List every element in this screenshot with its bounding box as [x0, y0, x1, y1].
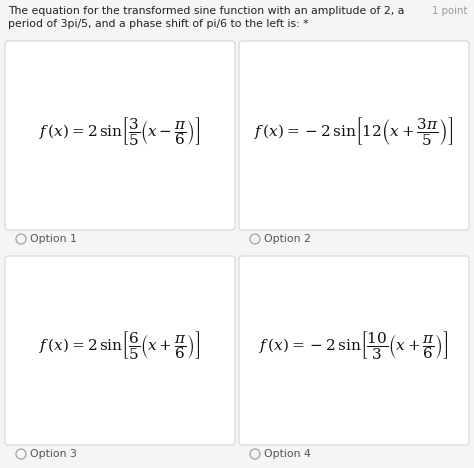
Text: Option 3: Option 3 [30, 449, 77, 459]
Text: $\mathit{f}\,(x) = 2\,\sin\!\left[\dfrac{3}{5}\left(x - \dfrac{\pi}{6}\right)\ri: $\mathit{f}\,(x) = 2\,\sin\!\left[\dfrac… [39, 115, 201, 146]
Text: Option 1: Option 1 [30, 234, 77, 244]
Text: period of 3pi/5, and a phase shift of pi/6 to the left is: *: period of 3pi/5, and a phase shift of pi… [8, 19, 309, 29]
Text: $\mathit{f}\,(x) = -2\,\sin\!\left[\dfrac{10}{3}\left(x + \dfrac{\pi}{6}\right)\: $\mathit{f}\,(x) = -2\,\sin\!\left[\dfra… [259, 329, 449, 361]
Text: Option 2: Option 2 [264, 234, 311, 244]
Text: $\mathit{f}\,(x) = 2\,\sin\!\left[\dfrac{6}{5}\left(x + \dfrac{\pi}{6}\right)\ri: $\mathit{f}\,(x) = 2\,\sin\!\left[\dfrac… [39, 329, 201, 361]
FancyBboxPatch shape [5, 256, 235, 445]
FancyBboxPatch shape [239, 41, 469, 230]
Text: 1 point: 1 point [432, 6, 468, 16]
Text: The equation for the transformed sine function with an amplitude of 2, a: The equation for the transformed sine fu… [8, 6, 404, 16]
Text: $\mathit{f}\,(x) = -2\,\sin\!\left[12\left(x + \dfrac{3\pi}{5}\right)\right]$: $\mathit{f}\,(x) = -2\,\sin\!\left[12\le… [255, 115, 454, 146]
FancyBboxPatch shape [239, 256, 469, 445]
FancyBboxPatch shape [5, 41, 235, 230]
Text: Option 4: Option 4 [264, 449, 311, 459]
